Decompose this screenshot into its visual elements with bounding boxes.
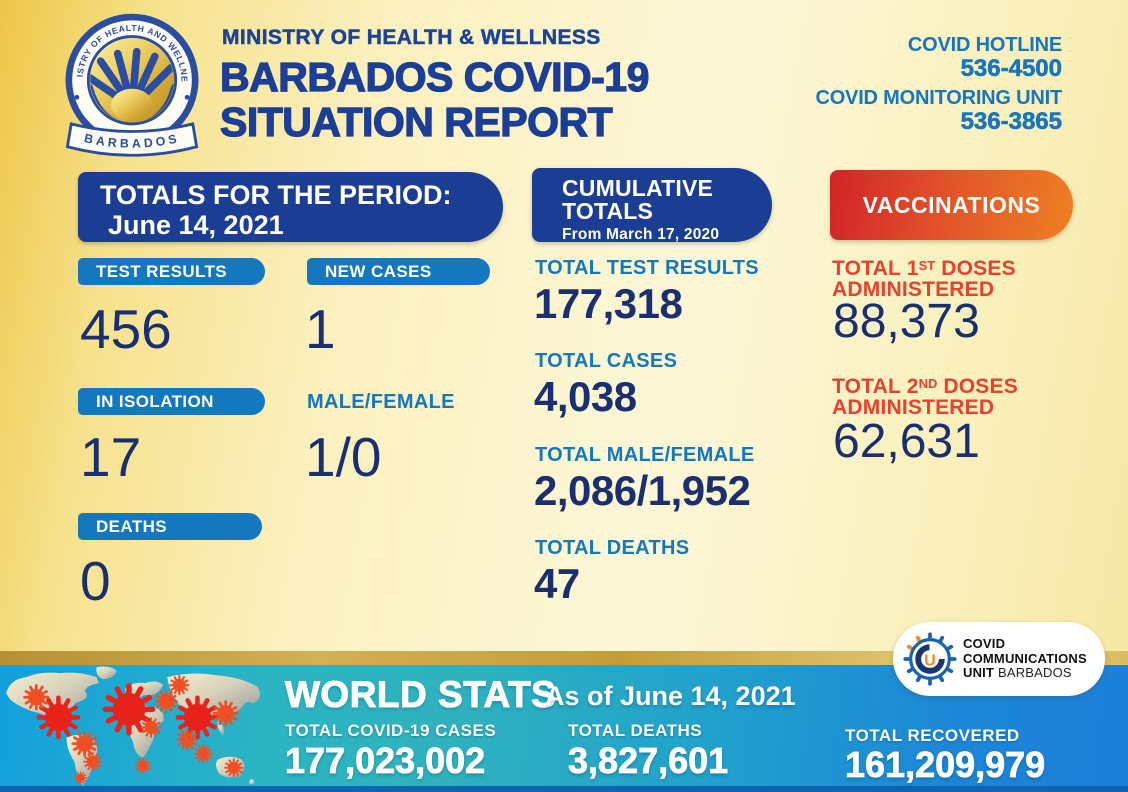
ccu-letter-u: U [924, 651, 936, 669]
ministry-of-health-logo: MINISTRY OF HEALTH AND WELLNESS BARBADOS [56, 6, 199, 157]
hotline-label: COVID HOTLINE [907, 34, 1062, 56]
total-test-results-value: 177,318 [534, 280, 683, 327]
deaths-value: 0 [80, 550, 111, 612]
world-stats-asof: As of June 14, 2021 [545, 681, 796, 711]
new-cases-value: 1 [305, 298, 336, 360]
period-banner-date: June 14, 2021 [108, 210, 284, 241]
world-recovered-label: TOTAL RECOVERED [845, 726, 1020, 745]
cumulative-banner-sub: From March 17, 2020 [562, 225, 720, 243]
seal-ribbon-text: BARBADOS [83, 131, 181, 151]
male-female-label: MALE/FEMALE [307, 391, 455, 413]
vaccinations-banner: VACCINATIONS [830, 170, 1073, 240]
hotline-number: 536-4500 [960, 55, 1062, 82]
gold-divider-stripe [0, 651, 1128, 665]
world-recovered-value: 161,209,979 [845, 744, 1046, 786]
world-cases-label: TOTAL COVID-19 CASES [285, 721, 497, 740]
new-cases-pill: NEW CASES [307, 258, 490, 285]
cumulative-banner-line2: TOTALS [562, 198, 654, 225]
male-female-value: 1/0 [305, 426, 382, 488]
total-cases-value: 4,038 [534, 373, 637, 420]
test-results-value: 456 [80, 298, 172, 360]
in-isolation-pill: IN ISOLATION [78, 388, 265, 415]
total-cases-label: TOTAL CASES [535, 350, 678, 372]
total-deaths-value: 47 [534, 560, 580, 607]
test-results-pill: TEST RESULTS [78, 258, 265, 285]
ccu-virus-icon: U [903, 632, 957, 686]
world-cases-value: 177,023,002 [285, 740, 486, 782]
world-map [6, 666, 261, 786]
world-stats-title: WORLD STATS [284, 674, 557, 716]
period-banner-line1: TOTALS FOR THE PERIOD: [100, 180, 452, 210]
report-title-line2: SITUATION REPORT [219, 98, 613, 145]
total-test-results-label: TOTAL TEST RESULTS [535, 257, 759, 279]
cumulative-banner: CUMULATIVE TOTALS From March 17, 2020 [532, 168, 772, 243]
monitoring-label: COVID MONITORING UNIT [815, 87, 1062, 110]
hotline-block: COVID HOTLINE 536-4500 COVID MONITORING … [815, 34, 1062, 141]
second-doses-label: TOTAL 2ND DOSES ADMINISTERED [832, 375, 1018, 419]
second-doses-value: 62,631 [833, 415, 980, 468]
period-banner: TOTALS FOR THE PERIOD: June 14, 2021 [78, 172, 503, 242]
ccu-text: COVID COMMUNICATIONS UNIT BARBADOS [963, 636, 1087, 681]
bottom-edge-strip [0, 786, 1128, 792]
world-deaths-value: 3,827,601 [568, 740, 729, 782]
ministry-name: MINISTRY OF HEALTH & WELLNESS [222, 26, 601, 50]
monitoring-number: 536-3865 [960, 108, 1062, 136]
report-title-line1: BARBADOS COVID-19 [219, 53, 650, 100]
total-male-female-value: 2,086/1,952 [534, 467, 751, 514]
total-male-female-label: TOTAL MALE/FEMALE [535, 444, 755, 466]
cumulative-banner-line1: CUMULATIVE [562, 175, 714, 201]
first-doses-value: 88,373 [833, 295, 980, 348]
ccu-logo: U COVID COMMUNICATIONS UNIT BARBADOS [893, 622, 1105, 696]
total-deaths-label: TOTAL DEATHS [535, 537, 690, 559]
deaths-pill: DEATHS [78, 513, 262, 540]
first-doses-label: TOTAL 1ST DOSES ADMINISTERED [832, 257, 1016, 301]
world-deaths-label: TOTAL DEATHS [568, 721, 703, 740]
in-isolation-value: 17 [80, 426, 142, 488]
seal-ribbon [65, 122, 199, 157]
